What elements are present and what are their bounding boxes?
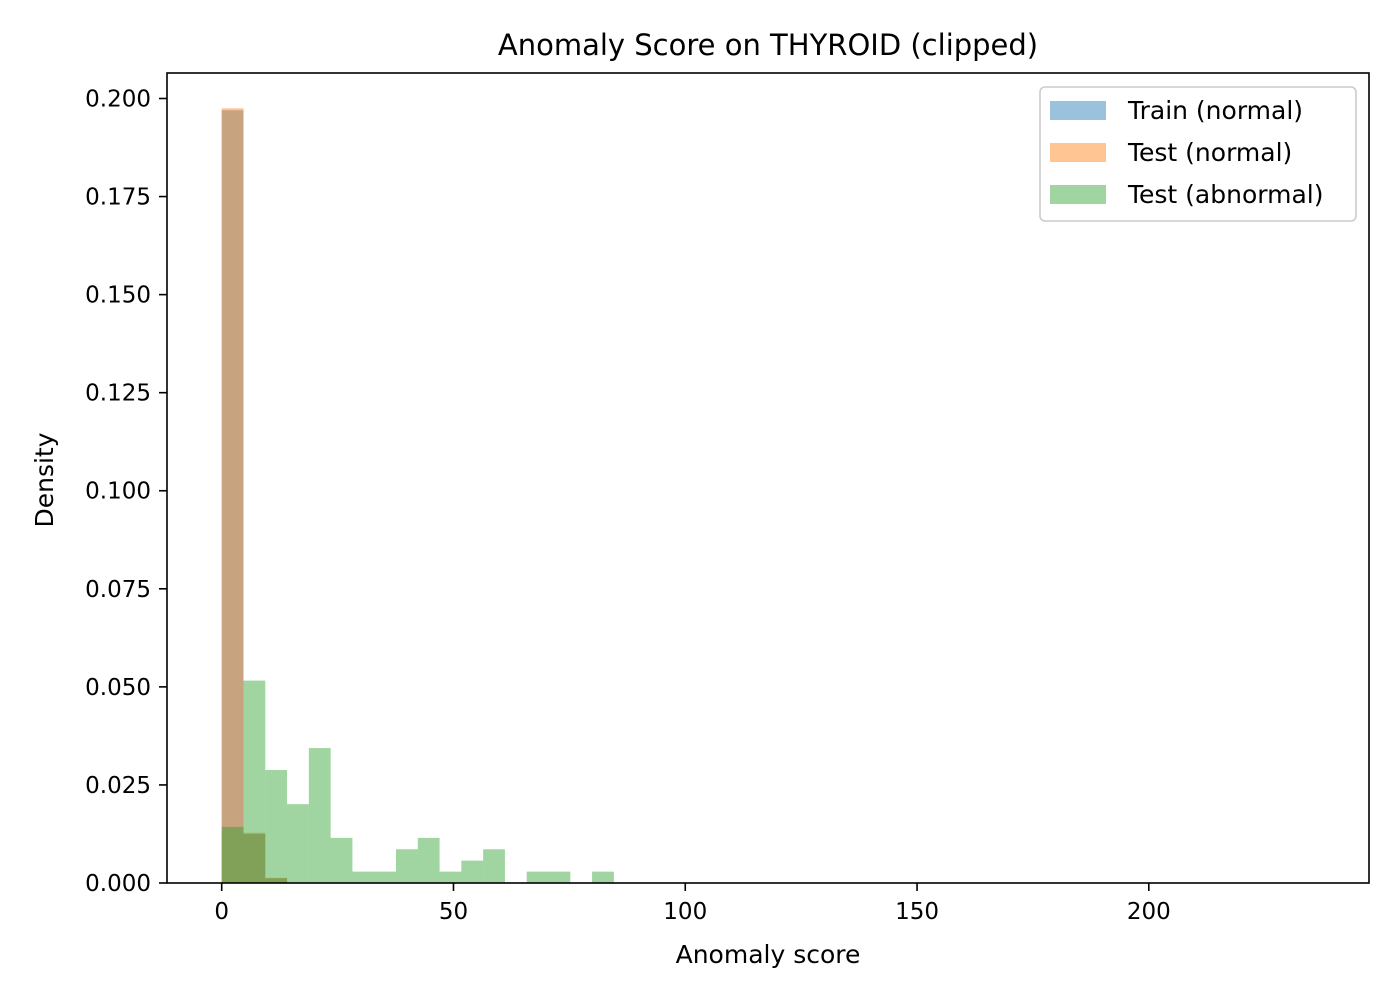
y-tick-label: 0.150 (85, 283, 151, 309)
bar-train-normal-0 (221, 110, 244, 884)
bar-test-abnormal-0 (221, 826, 244, 883)
bar-test-abnormal-13 (526, 871, 549, 883)
bar-test-abnormal-7 (374, 871, 396, 883)
x-tick-label: 150 (895, 899, 939, 925)
x-axis-label: Anomaly score (676, 940, 861, 969)
bar-test-abnormal-10 (439, 871, 462, 883)
y-tick-label: 0.125 (85, 381, 151, 407)
y-tick-label: 0.000 (85, 871, 151, 897)
x-tick-label: 0 (214, 899, 229, 925)
x-tick-label: 50 (439, 899, 468, 925)
y-axis-ticks: 0.000 0.025 0.050 0.075 0.100 0.125 0.150 0.175… (85, 86, 167, 897)
legend-label-test-normal: Test (normal) (1127, 138, 1292, 167)
x-axis-ticks: 0 50 100 150 200 (214, 883, 1171, 925)
bar-train-normal-1 (243, 833, 266, 883)
bar-test-abnormal-8 (395, 849, 418, 883)
y-tick-label: 0.200 (85, 86, 151, 112)
bar-test-normal-0 (221, 108, 244, 883)
y-tick-label: 0.075 (85, 577, 151, 603)
bar-test-abnormal-5 (330, 837, 353, 883)
legend-swatch-test-abnormal (1050, 185, 1106, 204)
bar-test-abnormal-4 (308, 748, 331, 883)
legend-label-train-normal: Train (normal) (1127, 96, 1303, 125)
bar-test-normal-1 (243, 832, 266, 883)
bar-test-abnormal-12 (483, 849, 505, 883)
bar-test-abnormal-14 (548, 871, 571, 883)
x-tick-label: 100 (663, 899, 707, 925)
bar-test-abnormal-6 (352, 871, 375, 883)
x-tick-label: 200 (1127, 899, 1171, 925)
y-tick-label: 0.175 (85, 185, 151, 211)
legend: Train (normal) Test (normal) Test (abnorma… (1039, 86, 1357, 222)
y-axis-label: Density (30, 432, 59, 527)
bars-layer (221, 108, 614, 884)
legend-swatch-train-normal (1050, 101, 1106, 120)
chart-title: Anomaly Score on THYROID (clipped) (498, 28, 1038, 62)
bar-test-abnormal-15 (592, 871, 614, 883)
legend-box (1039, 86, 1357, 222)
bar-test-abnormal-9 (417, 837, 440, 883)
y-tick-label: 0.100 (85, 479, 151, 505)
bar-test-abnormal-11 (461, 860, 484, 883)
bar-test-abnormal-2 (265, 770, 288, 883)
bar-test-abnormal-1 (243, 680, 266, 883)
legend-label-test-abnormal: Test (abnormal) (1127, 180, 1323, 209)
bar-test-abnormal-3 (287, 804, 309, 883)
y-tick-label: 0.050 (85, 675, 151, 701)
bar-train-normal-2 (265, 878, 288, 883)
legend-swatch-test-normal (1050, 143, 1106, 162)
plot-area-frame (166, 72, 1370, 884)
y-tick-label: 0.025 (85, 773, 151, 799)
bar-test-normal-2 (265, 877, 288, 883)
